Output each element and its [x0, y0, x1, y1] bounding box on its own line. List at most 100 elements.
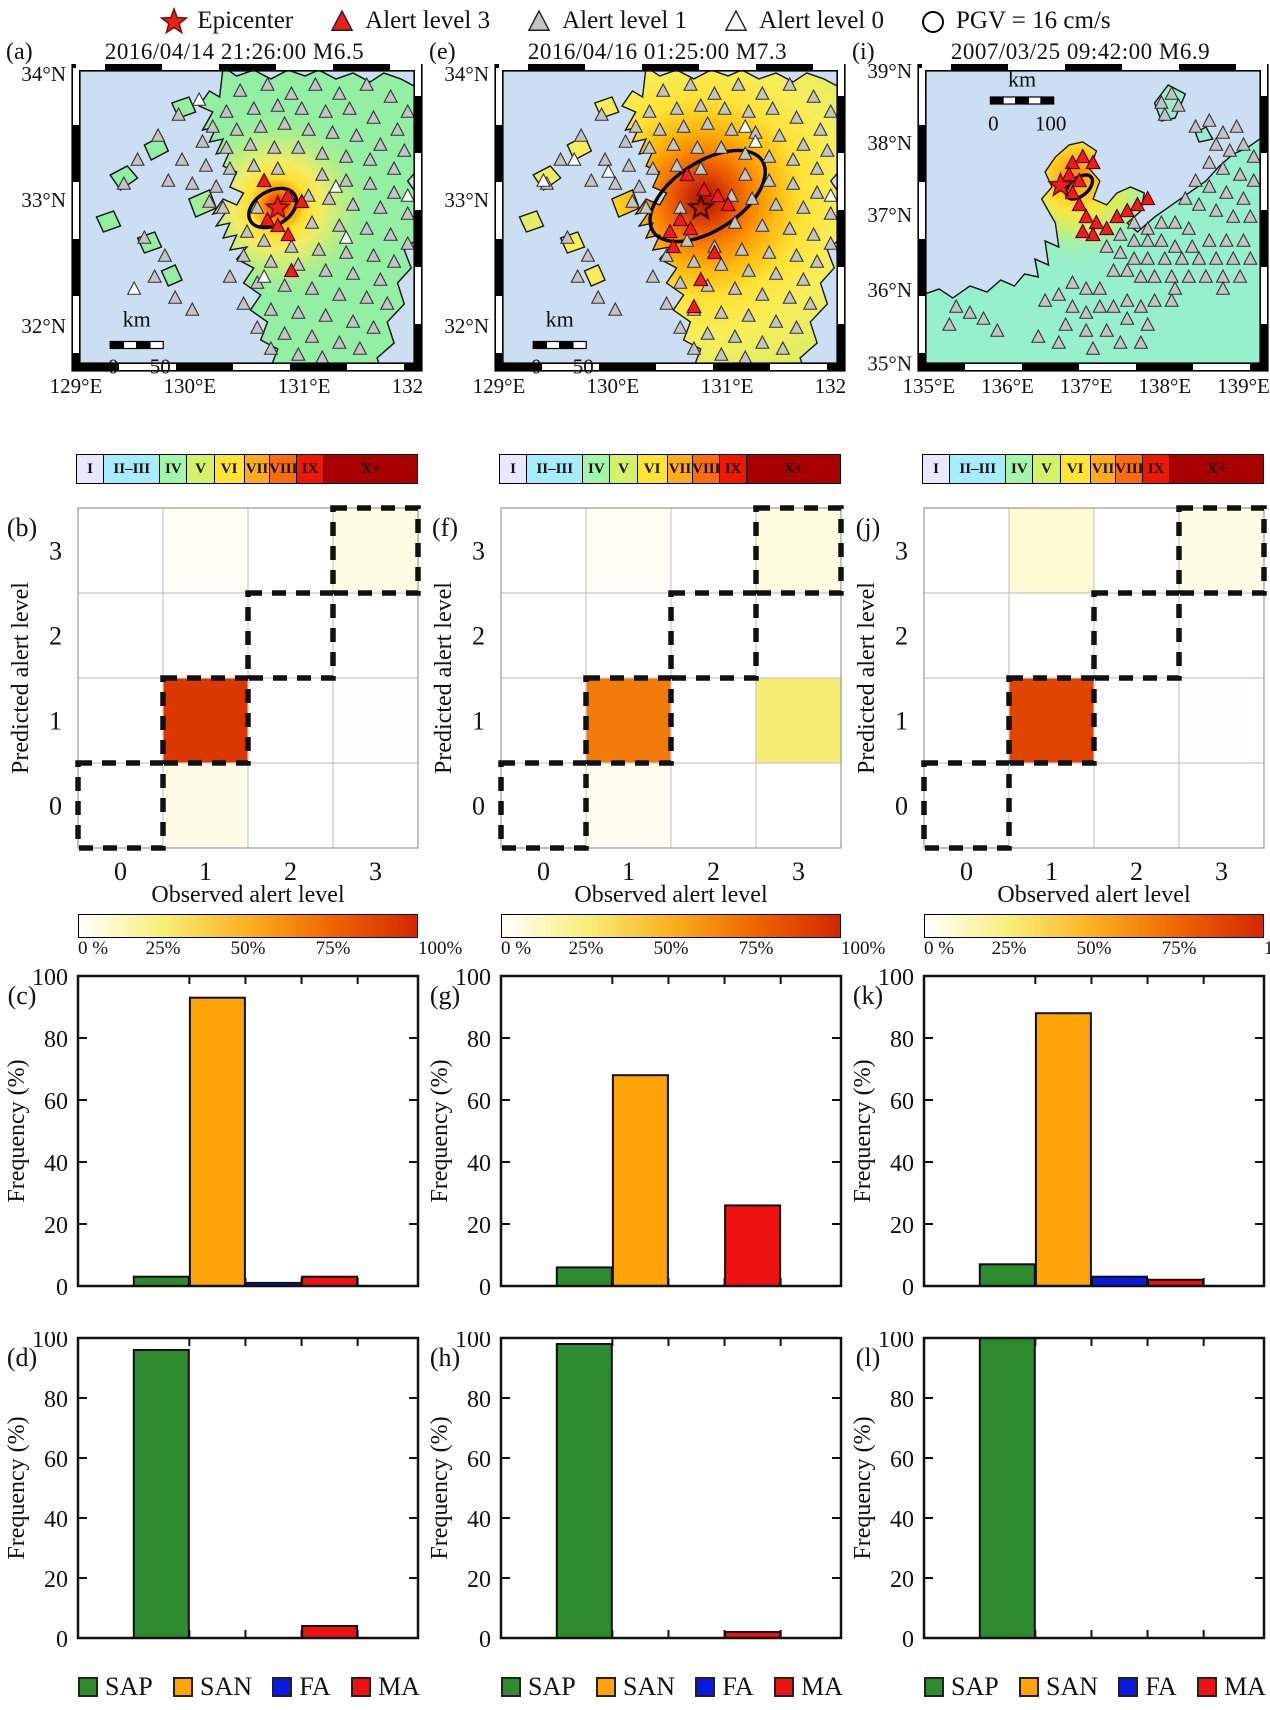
bar-chart-g: 0 20 40 60 80 100(g) Frequency (%) — [427, 966, 843, 1301]
percent-colorbar: 0 %25%50%75%100% — [924, 914, 1270, 960]
matrix-x-tick: 2 — [284, 857, 297, 886]
lat-tick-label: 32°N — [21, 314, 66, 338]
matrix-y-tick: 2 — [49, 622, 62, 651]
bar-sap — [555, 1266, 613, 1287]
intensity-segment: X+ — [747, 455, 840, 483]
matrix-cell-obs3-pred1 — [333, 678, 418, 763]
bar-y-tick: 20 — [467, 1567, 491, 1593]
bar-y-tick: 80 — [890, 1387, 914, 1413]
intensity-segment: VIII — [269, 455, 298, 483]
intensity-segment: IX — [1143, 455, 1171, 483]
figure-legend: Epicenter Alert level 3 Alert level 1 Alert… — [0, 0, 1270, 40]
percent-tick-label: 75% — [315, 938, 351, 959]
map-panel-a: 34°N 33°N 32°N 129°E 130°E 131°E 132°E km0 50 — [21, 64, 423, 398]
bar-san — [188, 996, 246, 1287]
matrix-x-tick: 0 — [114, 857, 127, 886]
lon-tick-label: 132°E — [815, 374, 846, 398]
matrix-x-tick: 3 — [792, 857, 805, 886]
matrix-y-tick: 1 — [895, 707, 908, 736]
legend-label: Alert level 3 — [365, 7, 491, 34]
bar-chart-k: 0 20 40 60 80 100(k) Frequency (%) — [850, 966, 1266, 1301]
percent-colorbar-ticks: 0 %25%50%75%100% — [501, 938, 886, 959]
bar-sap — [978, 1263, 1036, 1287]
bar-legend-label: FA — [299, 1672, 331, 1701]
intensity-segment: IX — [720, 455, 748, 483]
bar-y-tick: 60 — [467, 1447, 491, 1473]
bar-chart-l: 0 20 40 60 80 100(l) Frequency (%) — [850, 1332, 1266, 1653]
bar-y-tick: 60 — [890, 1089, 914, 1115]
stations-alert1 — [539, 76, 839, 364]
bar-y-tick: 20 — [44, 1567, 68, 1593]
panel-letter: (i) — [852, 39, 875, 65]
panel-letter: (a) — [6, 39, 33, 65]
percent-tick-label: 0 % — [924, 938, 955, 959]
confusion-matrix-f: (f) 0 1 2 3 0 1 2 3 Predicted alert level Observed… — [431, 505, 844, 908]
lat-tick-label: 39°N — [867, 64, 912, 83]
diagonal-target-box — [1006, 675, 1097, 766]
pgv-contour — [648, 148, 767, 244]
figure-column-1: (a) 2016/04/14 21:26:00 M6.5 34°N 33°N 32°N 1… — [0, 39, 462, 1704]
bar-y-tick: 60 — [467, 1089, 491, 1115]
matrix-y-axis-label: Predicted alert level — [854, 582, 880, 774]
bar-legend-label: SAP — [105, 1672, 153, 1701]
bar-chart-d: 0 20 40 60 80 100(d) Frequency (%) — [4, 1332, 420, 1653]
bar-legend-label: MA — [378, 1672, 420, 1701]
bar-legend-swatch — [1197, 1677, 1218, 1697]
epicenter-star — [1046, 171, 1075, 198]
legend-label: Alert level 1 — [562, 7, 688, 34]
matrix-x-tick: 2 — [1130, 857, 1143, 886]
bar-y-axis-label: Frequency (%) — [427, 1416, 453, 1559]
diagonal-target-box — [583, 675, 674, 766]
matrix-x-tick: 3 — [369, 857, 382, 886]
intensity-colorbar: I II–III IV V VI VII VIII IX X+ — [922, 454, 1264, 484]
diagonal-target-box — [921, 760, 1012, 851]
intensity-segment: VI — [637, 455, 668, 483]
matrix-x-tick: 2 — [707, 857, 720, 886]
matrix-cell-obs3-pred1 — [1179, 678, 1264, 763]
scalebar-end: 100 — [1035, 112, 1067, 136]
figure-columns: (a) 2016/04/14 21:26:00 M6.5 34°N 33°N 32°N 1… — [0, 40, 1270, 1704]
legend-item: Epicenter — [159, 7, 293, 35]
bar-y-tick: 0 — [56, 1627, 68, 1653]
figure-column-3: (i) 2007/03/25 09:42:00 M6.9 39°N 38°N 37°N 3… — [846, 39, 1270, 1704]
bar-legend-swatch — [695, 1677, 716, 1697]
intensity-segment: X+ — [1170, 455, 1263, 483]
bar-y-axis-label: Frequency (%) — [850, 1416, 876, 1559]
percent-tick-label: 50% — [653, 938, 689, 959]
percent-colorbar: 0 %25%50%75%100% — [78, 914, 462, 960]
lon-tick-label: 129°E — [50, 374, 103, 398]
matrix-y-tick: 0 — [472, 792, 485, 821]
intensity-segment: VIII — [1115, 455, 1144, 483]
bar-chart-h: 0 20 40 60 80 100(h) Frequency (%) — [427, 1332, 843, 1653]
percent-tick-label: 25% — [991, 938, 1027, 959]
bar-legend-label: SAP — [528, 1672, 576, 1701]
scalebar-start: 0 — [531, 355, 542, 379]
bar-y-tick: 0 — [56, 1275, 68, 1301]
panel-letter: (k) — [853, 981, 883, 1010]
bar-y-tick: 40 — [44, 1151, 68, 1177]
intensity-segment: IX — [297, 455, 325, 483]
matrix-cell-obs1-pred3 — [586, 508, 671, 593]
panel-letter: (h) — [430, 1343, 460, 1372]
bar-y-tick: 80 — [890, 1027, 914, 1053]
legend-label: Alert level 0 — [759, 7, 884, 34]
matrix-cell-obs1-pred0 — [586, 763, 671, 848]
bar-legend-swatch — [173, 1677, 194, 1697]
intensity-segment: II–III — [104, 455, 161, 483]
bar-chart-legend: SAP SAN FA MA — [501, 1670, 843, 1704]
matrix-cell-obs3-pred3 — [333, 508, 418, 593]
bar-legend-item: SAP — [501, 1672, 576, 1702]
map-scalebar: km 0 100 — [988, 67, 1066, 136]
legend-item: PGV = 16 cm/s — [918, 7, 1111, 35]
panel-letter: (j) — [856, 513, 881, 542]
panel-letter: (e) — [429, 39, 456, 65]
bar-legend-label: SAN — [623, 1672, 676, 1701]
lon-tick-label: 130°E — [164, 374, 217, 398]
diagonal-target-box — [668, 590, 759, 681]
bar-y-tick: 100 — [455, 966, 491, 991]
scalebar-unit: km — [1008, 67, 1036, 92]
matrix-cell-obs1-pred3 — [1009, 508, 1094, 593]
matrix-cell-obs3-pred3 — [756, 508, 841, 593]
bar-legend-label: SAN — [200, 1672, 253, 1701]
lon-tick-label: 132°E — [392, 374, 423, 398]
